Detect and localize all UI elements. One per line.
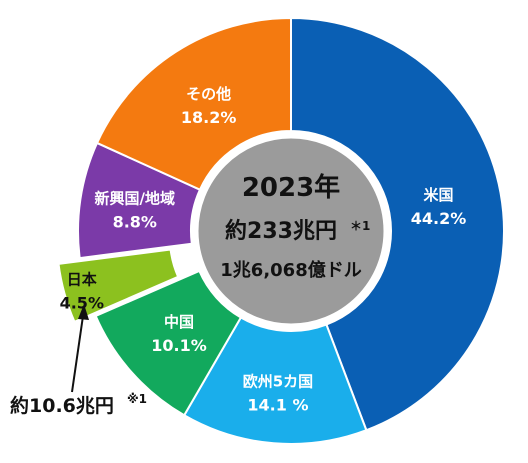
slice-0: [290, 16, 505, 432]
slice-2: [94, 269, 243, 417]
slice-5: [95, 16, 292, 191]
center-yen-footnote-mark: ＊1: [350, 219, 370, 233]
slice-value-4: 8.8%: [113, 212, 157, 231]
annotation-arrow-line: [71, 315, 84, 393]
slice-value-2: 10.1%: [151, 336, 207, 355]
slice-label-1: 欧州5カ国: [243, 372, 313, 390]
center-yen-total: 約233兆円: [225, 218, 337, 244]
annotation-text: 約10.6兆円: [10, 394, 114, 417]
slice-1: [182, 316, 368, 445]
slice-label-3: 日本: [67, 271, 97, 289]
slice-label-4: 新興国/地域: [95, 189, 175, 207]
annotation-arrowhead: [78, 304, 89, 320]
labels-group: 米国 44.2% 欧州5カ国 14.1 % 中国 10.1% 日本 4.5% 新興国/地域 8.8…: [60, 85, 467, 414]
slice-value-0: 44.2%: [411, 209, 467, 228]
slice-label-5: その他: [186, 85, 231, 103]
center-year: 2023年: [242, 172, 340, 203]
slice-value-1: 14.1 %: [247, 395, 308, 414]
slice-label-2: 中国: [164, 313, 194, 331]
center-usd-total: 1兆6,068億ドル: [220, 259, 361, 281]
center-circle: [193, 133, 389, 329]
annotation-footnote-mark: ※1: [127, 392, 147, 406]
slices-group: [57, 16, 505, 445]
slice-3: [57, 248, 180, 324]
slice-value-5: 18.2%: [181, 108, 237, 127]
slice-value-3: 4.5%: [60, 294, 104, 313]
slice-label-0: 米国: [424, 186, 454, 204]
